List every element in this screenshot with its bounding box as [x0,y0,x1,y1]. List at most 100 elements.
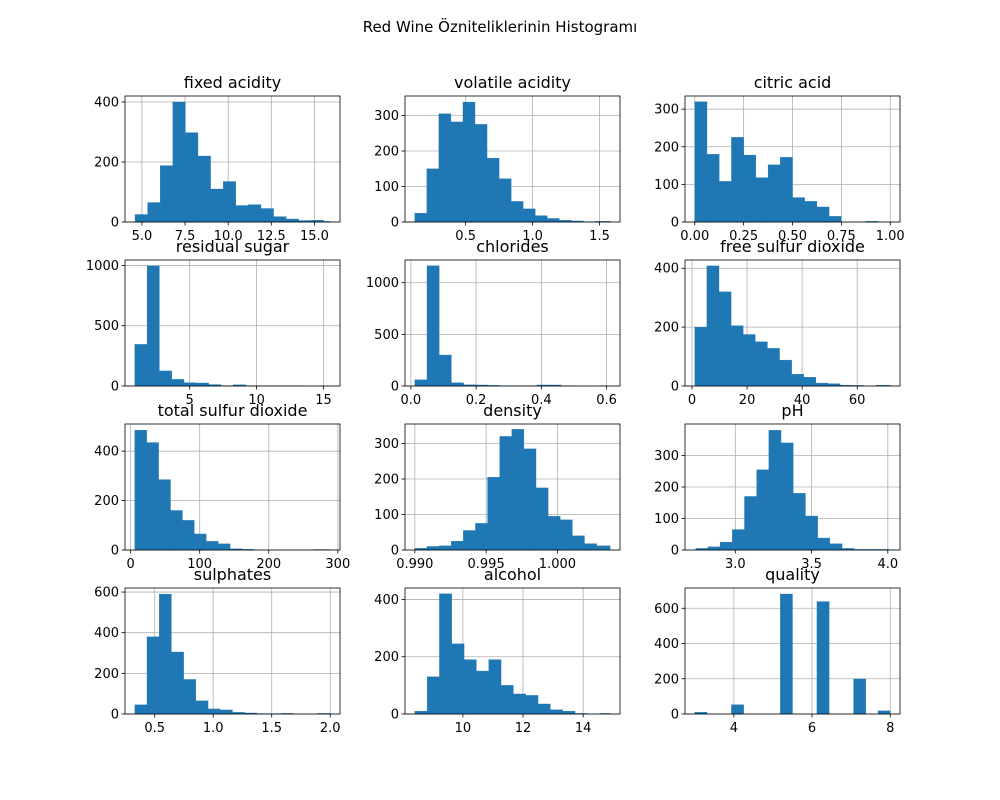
y-tick-label: 0 [671,380,679,395]
histogram-bar [768,430,782,551]
x-tick-label: 1.5 [261,721,282,736]
subplot-title: free sulfur dioxide [720,237,865,256]
subplot-title: chlorides [476,237,549,256]
histogram-bar [513,693,526,715]
histogram-bar [694,101,708,223]
subplot-quality: 4 6 8 0 200 400 600 quality [654,565,901,736]
y-tick-label: 200 [374,650,399,665]
y-tick-label: 400 [654,637,679,652]
histogram-bar [194,533,207,551]
histogram-bar [487,477,500,551]
histogram-bar [744,496,757,551]
histogram-bar [474,124,488,223]
x-tick-label: 1.0 [522,229,543,244]
y-tick-label: 600 [94,586,119,601]
histogram-bar [829,543,843,551]
y-tick-label: 200 [374,473,399,488]
y-tick-label: 300 [654,449,679,464]
histogram-bar [743,334,756,387]
histogram-bar [535,487,549,551]
histogram-bar [182,520,195,551]
histogram-bar [206,541,219,551]
histogram-bar [146,636,160,715]
subplot-title: citric acid [754,73,832,92]
y-tick-label: 0 [391,544,399,559]
histogram-bar [511,429,525,551]
x-tick-label: 1.5 [589,229,610,244]
x-tick-label: 0.25 [729,229,758,244]
histogram-bar [195,700,209,715]
histogram-bar [853,678,866,715]
histogram-bar [572,535,585,551]
histogram-bar [780,157,793,223]
subplot-title: total sulfur dioxide [158,401,308,420]
y-tick-label: 200 [94,494,119,509]
y-tick-label: 600 [654,602,679,617]
histogram-bar [525,695,539,715]
x-tick-label: 12.5 [257,229,286,244]
x-tick-label: 40 [794,393,811,408]
histogram-bar [171,379,185,387]
subplot-sulphates: 0.5 1.0 1.5 2.0 0 200 400 600 sulphates [94,565,340,736]
subplot-citric-acid: 0.00 0.25 0.50 0.75 1.00 0 100 200 300 citric aci… [654,73,905,244]
subplot-title: sulphates [194,565,271,584]
histogram-bar [171,651,184,715]
histogram-bar [511,201,524,223]
subplot-ph: 3.0 3.5 4.0 0 100 200 300 pH [654,401,901,572]
subplot-title: volatile acidity [454,73,571,92]
x-tick-label: 5.0 [132,229,153,244]
x-tick-label: 10.0 [214,229,243,244]
x-tick-label: 100 [187,557,212,572]
y-tick-label: 400 [374,593,399,608]
x-tick-label: 0.5 [455,229,476,244]
histogram-bar [223,181,236,223]
x-tick-label: 0.50 [778,229,807,244]
histogram-bar [170,510,183,551]
histogram-bar [172,101,186,223]
histogram-bar [793,493,806,551]
histogram-bar [779,359,792,387]
histogram-bar [816,206,830,223]
y-tick-label: 400 [94,96,119,111]
histogram-bar [462,101,476,223]
histogram-bar [426,676,440,715]
y-tick-label: 100 [654,512,679,527]
histogram-bar [196,382,209,387]
axes-frame [124,587,341,715]
histogram-bar [147,202,161,223]
y-tick-label: 400 [94,445,119,460]
histogram-bar [197,155,211,223]
x-tick-label: 0.5 [144,721,165,736]
x-tick-label: 7.5 [175,229,196,244]
histogram-bar [159,370,172,387]
histogram-bar [248,204,262,223]
histogram-bar [134,214,148,223]
axes-frame [684,259,901,387]
histogram-bar [523,208,536,223]
histogram-bar [146,442,159,551]
histogram-bar [286,218,299,223]
y-tick-label: 200 [654,321,679,336]
histogram-bar [439,593,452,715]
histogram-bar [535,215,548,223]
histogram-bar [816,601,830,715]
y-tick-label: 300 [374,109,399,124]
y-tick-label: 0 [671,708,679,723]
y-tick-label: 400 [94,626,119,641]
histogram-bar [756,469,770,551]
subplot-title: alcohol [484,565,541,584]
axes-frame [404,95,621,223]
subplot-fixed-acidity: 5.0 7.5 10.0 12.5 15.0 0 200 400 fixed acidity [94,73,341,244]
subplot-density: 0.990 0.995 1.000 0 100 200 300 density [374,401,621,572]
subplot-title: residual sugar [176,237,290,256]
y-tick-label: 0 [391,216,399,231]
x-tick-label: 0 [688,393,696,408]
x-tick-label: 10 [248,393,265,408]
histogram-bar [438,113,452,223]
x-tick-label: 0.990 [396,557,433,572]
subplot-residual-sugar: 5 10 15 0 500 1000 residual sugar [86,237,341,408]
histogram-bar [719,181,732,223]
x-tick-label: 0.0 [401,393,422,408]
x-tick-label: 2.0 [320,721,341,736]
